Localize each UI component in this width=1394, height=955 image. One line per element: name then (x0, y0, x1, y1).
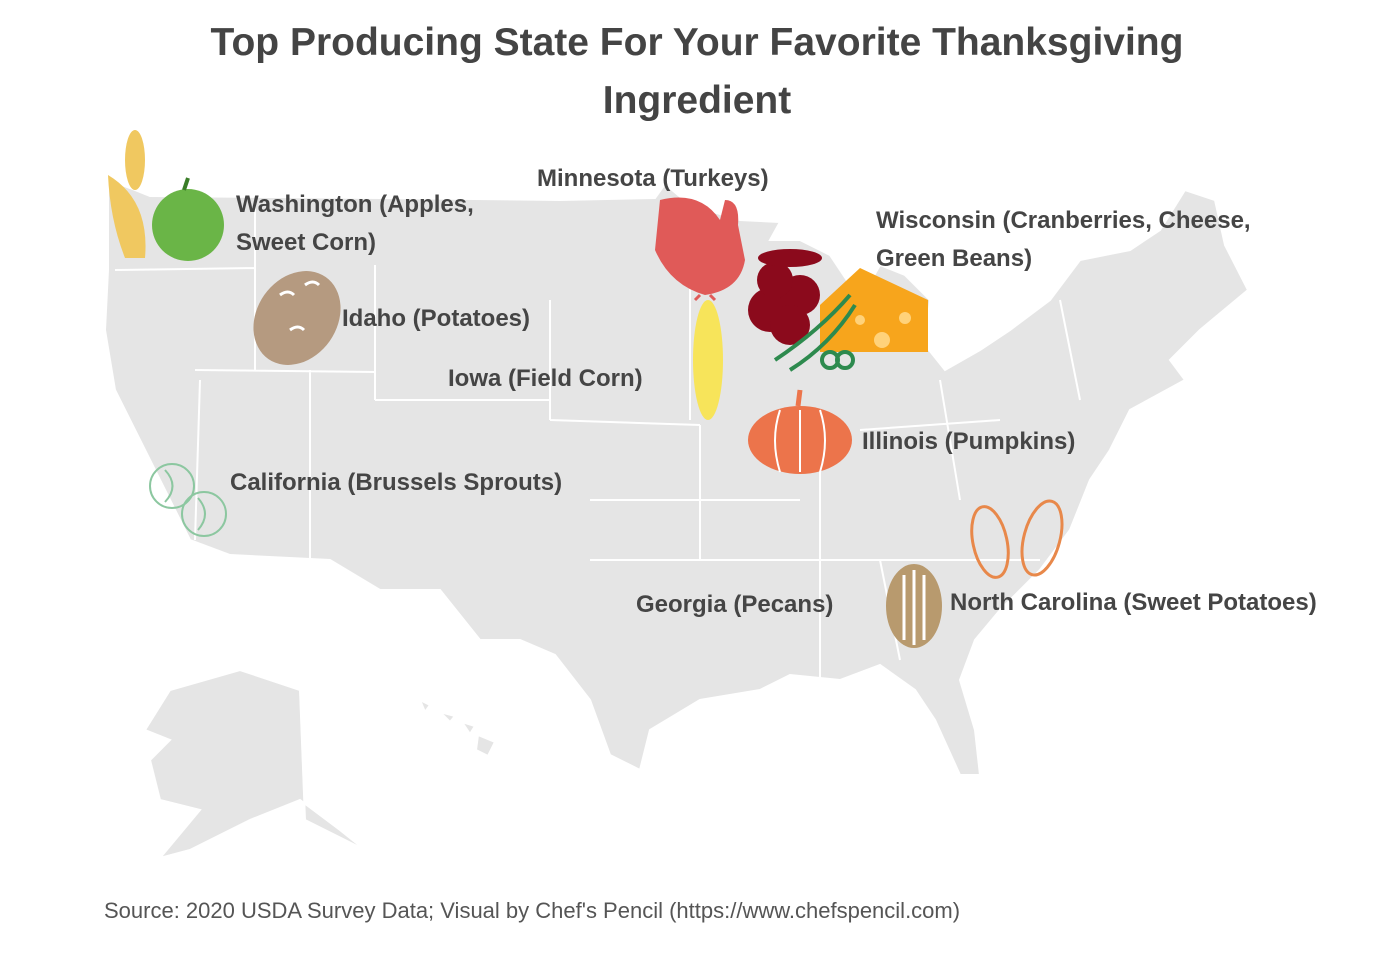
label-line: Green Beans) (876, 245, 1033, 272)
cranberry-icon (748, 249, 822, 345)
corn-icon (108, 130, 146, 258)
state-label: Idaho (Potatoes) (342, 300, 530, 338)
hawaii (418, 697, 497, 758)
label-line: Illinois (Pumpkins) (862, 428, 1076, 455)
state-label: California (Brussels Sprouts) (230, 464, 562, 502)
field-corn-icon (693, 300, 723, 420)
alaska (143, 668, 366, 860)
label-line: California (Brussels Sprouts) (230, 469, 563, 496)
label-line: Georgia (Pecans) (636, 591, 834, 618)
label-line: Washington (Apples, (236, 191, 474, 218)
source: Source: 2020 USDA Survey Data; Visual by… (104, 898, 961, 923)
turkey-icon (655, 197, 745, 302)
us-map (103, 178, 1250, 860)
potato-icon (253, 271, 341, 365)
label-line: Idaho (Potatoes) (342, 305, 531, 332)
cheese-icon (820, 268, 928, 352)
state-label: Washington (Apples, Sweet Corn) (236, 186, 474, 262)
label-line: North Carolina (Sweet Potatoes) (950, 589, 1317, 616)
state-label: Wisconsin (Cranberries, Cheese, Green Bea… (876, 202, 1251, 278)
state-label: Iowa (Field Corn) (448, 360, 643, 398)
state-label: Minnesota (Turkeys) (537, 160, 769, 198)
label-line: Minnesota (Turkeys) (537, 165, 769, 192)
continental-us (103, 178, 1250, 776)
green-bean-icon (773, 293, 857, 372)
title: Top Producing State For Your Favorite Th… (210, 21, 1184, 122)
label-line: Wisconsin (Cranberries, Cheese, (876, 207, 1251, 234)
brussels-sprouts-icon (149, 463, 227, 537)
state-label: Georgia (Pecans) (636, 586, 833, 624)
icons (108, 130, 1064, 648)
pumpkin-icon (748, 389, 852, 474)
state-label: Illinois (Pumpkins) (862, 423, 1075, 461)
sweet-potato-icon (970, 499, 1064, 579)
pecan-icon (886, 564, 942, 648)
state-label: North Carolina (Sweet Potatoes) (950, 584, 1317, 622)
label-line: Sweet Corn) (236, 229, 377, 256)
apple-icon (152, 177, 224, 261)
label-line: Iowa (Field Corn) (448, 365, 643, 392)
